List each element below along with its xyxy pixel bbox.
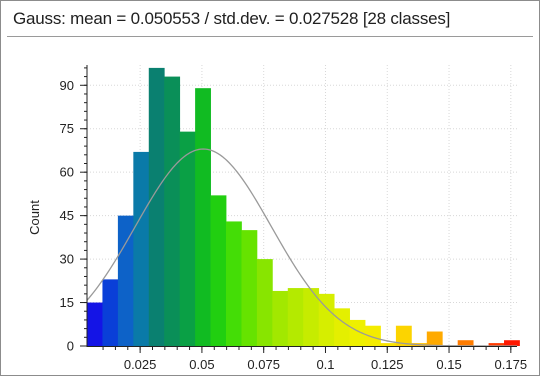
gaussian-fit-curve bbox=[86, 148, 518, 347]
x-tick-label: 0.1 bbox=[316, 357, 334, 372]
histogram-bar bbox=[426, 331, 443, 346]
x-tick-label: 0.175 bbox=[495, 357, 528, 372]
histogram-bar bbox=[365, 325, 381, 346]
tick-labels: 0.025 0.05 0.075 0.1 0.125 0.15 0.175 0 15 30 45 60… bbox=[27, 78, 527, 372]
histogram-bar bbox=[164, 76, 181, 346]
histogram-bar bbox=[87, 302, 103, 346]
x-tick-label: 0.15 bbox=[436, 357, 461, 372]
histogram-bar bbox=[226, 221, 242, 346]
histogram-bar bbox=[334, 308, 350, 346]
axes bbox=[80, 65, 517, 353]
histogram-bar bbox=[318, 293, 335, 346]
histogram-bar bbox=[303, 288, 320, 346]
y-tick-label: 45 bbox=[60, 208, 74, 223]
bars bbox=[87, 67, 520, 346]
x-tick-label: 0.075 bbox=[247, 357, 280, 372]
title-divider bbox=[7, 36, 533, 37]
histogram-bar bbox=[457, 340, 474, 346]
histogram-bar bbox=[380, 343, 397, 346]
x-tick-label: 0.125 bbox=[371, 357, 404, 372]
fit-curve-layer bbox=[86, 148, 518, 347]
y-tick-label: 90 bbox=[60, 78, 74, 93]
histogram-bar bbox=[287, 288, 304, 346]
histogram-bar bbox=[133, 151, 150, 346]
histogram-bar bbox=[272, 290, 289, 346]
y-axis-title: Count bbox=[27, 200, 42, 235]
x-tick-label: 0.05 bbox=[189, 357, 214, 372]
histogram-bar bbox=[395, 325, 412, 346]
histogram-bar bbox=[148, 67, 165, 346]
y-tick-label: 75 bbox=[60, 121, 74, 136]
histogram-bar bbox=[117, 215, 134, 346]
y-tick-label: 0 bbox=[67, 339, 74, 354]
histogram-bar bbox=[179, 131, 196, 346]
y-tick-label: 60 bbox=[60, 165, 74, 180]
histogram-bar bbox=[210, 195, 227, 346]
histogram-bar bbox=[488, 343, 505, 346]
histogram-bar bbox=[504, 340, 520, 346]
y-tick-label: 15 bbox=[60, 295, 74, 310]
histogram-bar bbox=[241, 230, 258, 346]
y-tick-label: 30 bbox=[60, 252, 74, 267]
histogram-bar bbox=[256, 259, 273, 346]
chart-title: Gauss: mean = 0.050553 / std.dev. = 0.02… bbox=[13, 9, 451, 28]
histogram-bar bbox=[102, 279, 119, 346]
histogram-bar bbox=[195, 88, 211, 346]
x-tick-label: 0.025 bbox=[124, 357, 157, 372]
histogram-bar bbox=[349, 319, 366, 346]
